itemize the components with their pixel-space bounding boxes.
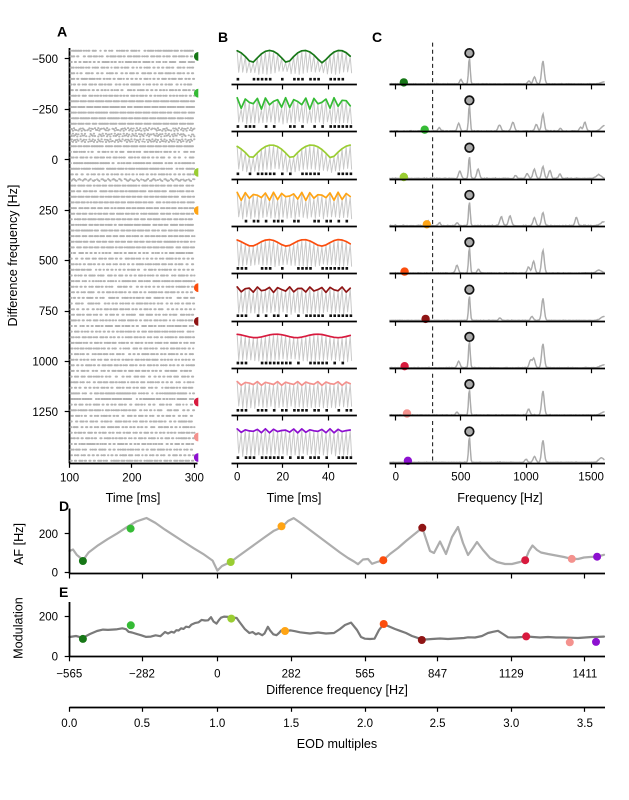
svg-text:20: 20	[276, 472, 289, 484]
svg-text:1129: 1129	[499, 669, 524, 681]
svg-text:200: 200	[39, 612, 58, 624]
svg-text:0: 0	[52, 651, 58, 663]
svg-text:AF [Hz]: AF [Hz]	[12, 523, 26, 565]
svg-text:Modulation: Modulation	[12, 597, 26, 659]
svg-text:−250: −250	[32, 104, 58, 116]
svg-text:500: 500	[39, 256, 58, 268]
svg-text:Difference frequency [Hz]: Difference frequency [Hz]	[6, 185, 20, 327]
svg-text:0.5: 0.5	[134, 718, 150, 730]
svg-text:3.0: 3.0	[503, 718, 519, 730]
svg-text:40: 40	[322, 472, 335, 484]
svg-text:200: 200	[39, 529, 58, 541]
svg-text:D: D	[59, 498, 69, 514]
svg-text:2.5: 2.5	[430, 718, 446, 730]
svg-text:0.0: 0.0	[61, 718, 77, 730]
svg-text:3.5: 3.5	[577, 718, 593, 730]
svg-text:2.0: 2.0	[357, 718, 373, 730]
svg-text:1000: 1000	[32, 357, 58, 369]
svg-text:A: A	[57, 25, 67, 41]
svg-text:300: 300	[185, 472, 204, 484]
svg-text:0: 0	[52, 567, 58, 579]
svg-text:Frequency [Hz]: Frequency [Hz]	[457, 491, 542, 505]
svg-text:750: 750	[39, 306, 58, 318]
svg-text:1.5: 1.5	[283, 718, 299, 730]
svg-text:0: 0	[214, 669, 220, 681]
svg-text:847: 847	[428, 669, 447, 681]
svg-text:100: 100	[60, 472, 79, 484]
svg-text:565: 565	[355, 669, 374, 681]
svg-text:−565: −565	[56, 669, 82, 681]
svg-text:500: 500	[451, 472, 470, 484]
svg-text:−500: −500	[32, 54, 58, 66]
svg-text:1.0: 1.0	[209, 718, 225, 730]
svg-text:1250: 1250	[32, 407, 58, 419]
svg-text:E: E	[59, 584, 68, 600]
svg-text:1500: 1500	[578, 472, 604, 484]
svg-text:C: C	[372, 29, 382, 45]
svg-text:1411: 1411	[573, 669, 598, 681]
svg-text:Difference frequency [Hz]: Difference frequency [Hz]	[266, 683, 408, 697]
svg-text:B: B	[218, 29, 228, 45]
svg-text:200: 200	[122, 472, 141, 484]
svg-text:EOD multiples: EOD multiples	[297, 737, 377, 751]
svg-text:0: 0	[52, 155, 58, 167]
svg-text:Time [ms]: Time [ms]	[267, 491, 322, 505]
svg-text:250: 250	[39, 205, 58, 217]
svg-text:1000: 1000	[513, 472, 539, 484]
svg-text:0: 0	[393, 472, 399, 484]
svg-text:−282: −282	[129, 669, 155, 681]
svg-text:282: 282	[282, 669, 301, 681]
svg-text:0: 0	[234, 472, 240, 484]
svg-text:Time [ms]: Time [ms]	[106, 491, 161, 505]
